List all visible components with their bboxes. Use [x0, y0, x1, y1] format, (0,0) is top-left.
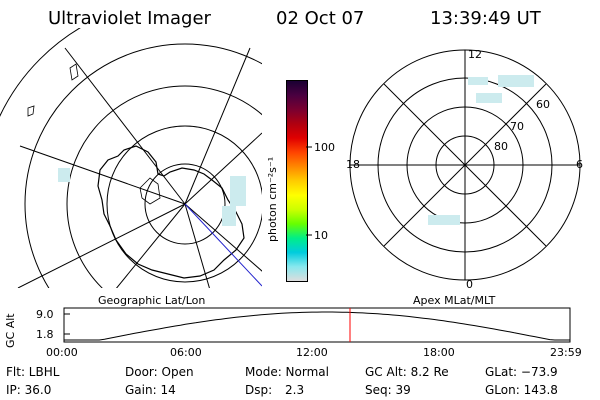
altitude-ytick-1: 1.8: [36, 328, 54, 341]
seq-info: Seq: 39: [365, 383, 411, 397]
meridian-line: [184, 47, 251, 205]
colorbar-tick-100: 100: [314, 141, 335, 154]
meridian-line: [64, 47, 186, 205]
meridian-line: [19, 145, 186, 205]
meridian-line: [115, 203, 186, 288]
lat-circle: [24, 43, 262, 288]
altitude-plot: [63, 307, 571, 343]
meridian-line: [184, 203, 210, 288]
mlt-axis: [383, 83, 547, 247]
lat-circle: [66, 85, 262, 288]
terminator-line: [184, 203, 262, 287]
meridian-line: [17, 203, 186, 288]
colorbar-tick-10: 10: [314, 229, 328, 242]
lat-circle: [144, 163, 226, 245]
antarctica-coastline: [97, 145, 245, 279]
mlat-label-80: 80: [494, 140, 508, 153]
altitude-xtick: 18:00: [423, 346, 455, 359]
glat-info: GLat: −73.9: [485, 365, 558, 379]
altitude-xtick: 06:00: [170, 346, 202, 359]
dsp-value: 2.3: [285, 383, 305, 397]
gain-info: Gain: 14: [125, 383, 176, 397]
dsp-label: Dsp:: [245, 383, 273, 397]
altitude-xtick: 23:59: [550, 346, 582, 359]
meridian-line: [184, 132, 262, 205]
aurora-patch: [58, 168, 70, 182]
aurora-patch: [222, 206, 236, 226]
mlat-label-70: 70: [510, 120, 524, 133]
colorbar: [286, 80, 308, 282]
filter-info: Flt: LBHL: [6, 365, 60, 379]
aurora-patch: [468, 77, 488, 85]
geographic-map: [0, 28, 262, 288]
altitude-plot-frame: [63, 307, 571, 343]
lat-circle: [106, 125, 262, 283]
glon-info: GLon: 143.8: [485, 383, 558, 397]
altitude-xtick: 12:00: [296, 346, 328, 359]
mlt-label-12: 12: [468, 48, 482, 61]
aurora-patch: [476, 93, 502, 103]
island-outline: [69, 63, 79, 81]
magnetic-panel-label: Apex MLat/MLT: [413, 294, 496, 307]
altitude-ylabel: GC Alt: [4, 313, 17, 348]
aurora-patch: [230, 176, 246, 206]
altitude-curve: [64, 311, 570, 341]
mlt-label-18: 18: [346, 158, 360, 171]
geographic-panel-label: Geographic Lat/Lon: [98, 294, 206, 307]
altitude-xtick: 00:00: [46, 346, 78, 359]
coast-detail: [139, 177, 161, 205]
island-outline: [27, 105, 35, 117]
aurora-patch: [498, 75, 534, 87]
meridian-line: [184, 203, 262, 272]
mode-info: Mode: Normal: [245, 365, 329, 379]
mlat-label-60: 60: [536, 98, 550, 111]
aurora-patch: [428, 215, 460, 225]
colorbar-ticks: [306, 146, 312, 236]
time-label: 13:39:49 UT: [430, 8, 541, 29]
mlt-label-6: 6: [576, 158, 583, 171]
colorbar-unit-label: photon cm⁻²s⁻¹: [266, 156, 279, 242]
date-label: 02 Oct 07: [276, 8, 365, 29]
gc-altitude-info: GC Alt: 8.2 Re: [365, 365, 449, 379]
door-info: Door: Open: [125, 365, 194, 379]
magnetic-polar-plot: [349, 49, 581, 281]
mlt-label-0: 0: [466, 278, 473, 291]
app-title: Ultraviolet Imager: [48, 8, 211, 29]
altitude-ytick-9: 9.0: [36, 308, 54, 321]
ip-info: IP: 36.0: [6, 383, 52, 397]
